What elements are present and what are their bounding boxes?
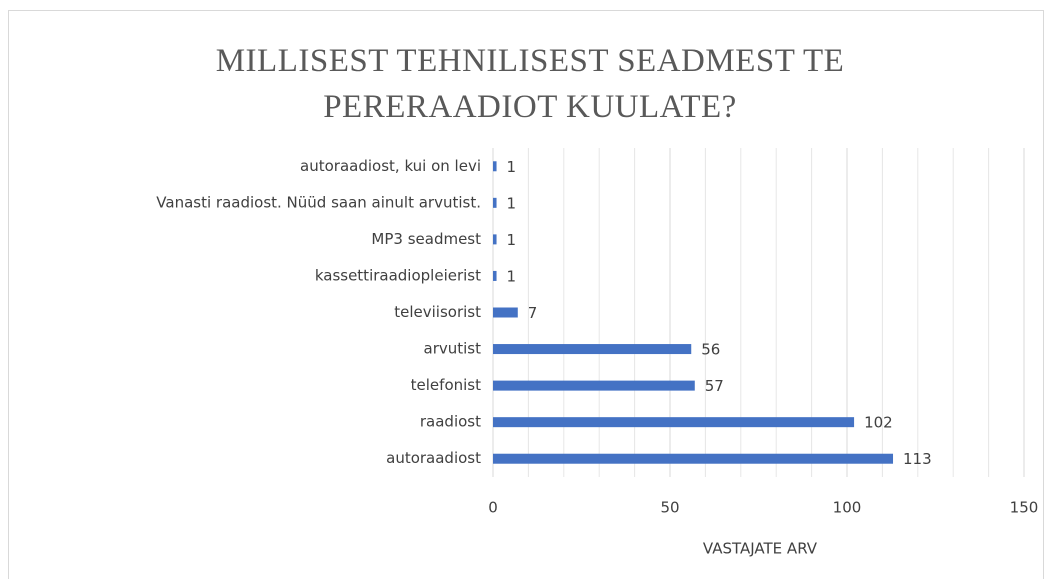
value-label: 1: [507, 231, 517, 249]
y-tick-label: MP3 seadmest: [371, 230, 481, 248]
y-tick-label: raadiost: [420, 413, 481, 431]
bar: [493, 197, 497, 208]
chart-title: MILLISEST TEHNILISEST SEADMEST TE PERERA…: [215, 43, 845, 125]
bar: [493, 161, 497, 172]
chart-frame: [8, 10, 1044, 579]
value-label: 113: [903, 450, 932, 468]
value-label: 1: [507, 158, 517, 176]
y-tick-label: Vanasti raadiost. Nüüd saan ainult arvut…: [156, 193, 481, 211]
y-tick-label: arvutist: [424, 340, 482, 358]
x-tick-label: 150: [1010, 499, 1039, 517]
y-tick-label: kassettiraadiopleierist: [315, 266, 481, 284]
value-label: 1: [507, 267, 517, 285]
value-label: 57: [705, 377, 724, 395]
value-label: 102: [864, 414, 893, 432]
x-tick-label: 0: [488, 499, 498, 517]
bar: [493, 380, 695, 391]
x-tick-label: 50: [660, 499, 679, 517]
x-tick-label: 100: [833, 499, 862, 517]
bar: [493, 307, 518, 318]
bar: [493, 270, 497, 281]
y-tick-label: autoraadiost, kui on levi: [300, 157, 481, 175]
y-tick-label: telefonist: [411, 376, 481, 394]
value-label: 56: [701, 341, 720, 359]
y-tick-label: televiisorist: [394, 303, 481, 321]
bar: [493, 234, 497, 245]
bar: [493, 344, 692, 355]
bar: [493, 417, 855, 428]
value-label: 7: [528, 304, 538, 322]
y-tick-label: autoraadiost: [386, 449, 481, 467]
bar: [493, 453, 894, 464]
x-axis-label: VASTAJATE ARV: [703, 540, 818, 558]
value-label: 1: [507, 194, 517, 212]
